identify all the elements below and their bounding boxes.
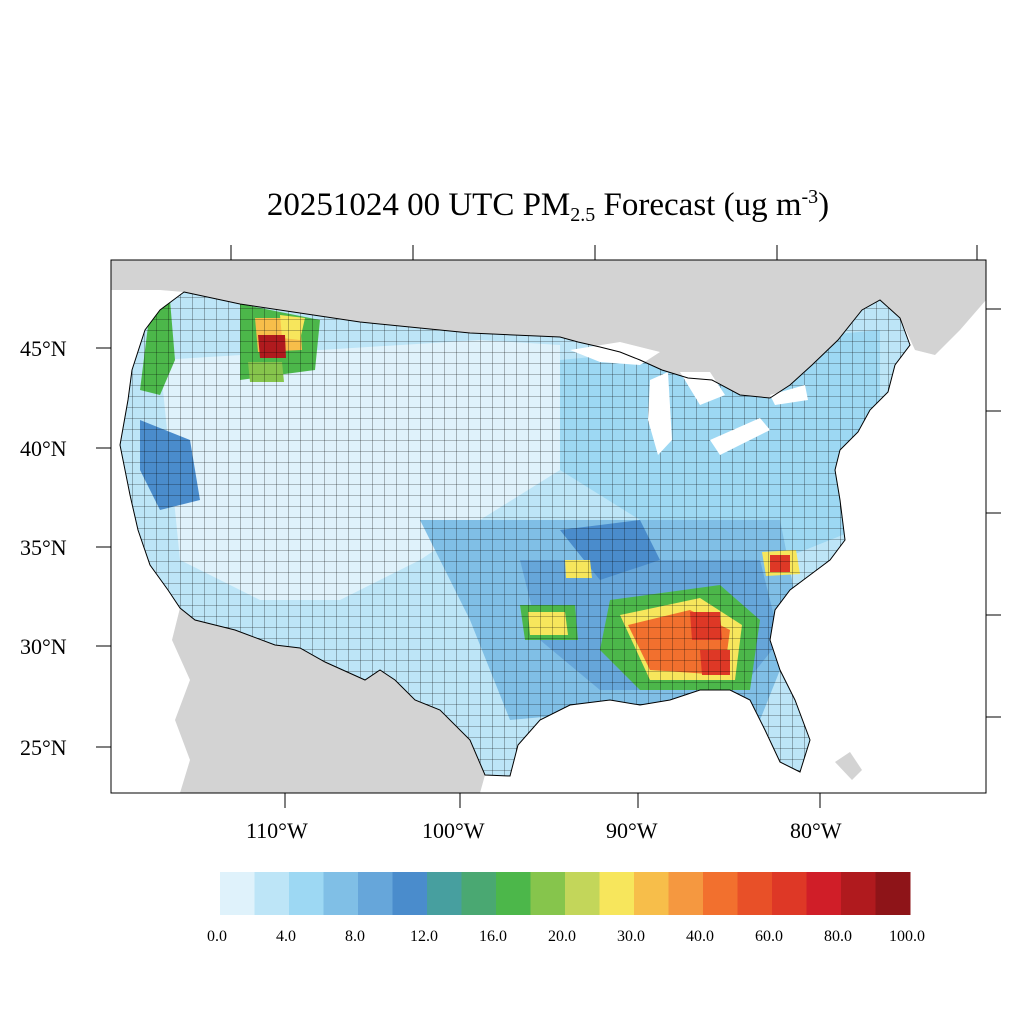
colorbar-swatch <box>703 872 738 915</box>
colorbar-swatch <box>806 872 842 915</box>
canada-landmass <box>111 260 986 398</box>
lon-label-90w: 90°W <box>606 818 658 843</box>
colorbar-tick-label: 4.0 <box>276 928 296 945</box>
colorbar-swatch <box>461 872 497 915</box>
lon-label-80w: 80°W <box>790 818 842 843</box>
lat-label-35: 35°N <box>20 535 67 560</box>
lat-label-40: 40°N <box>20 436 67 461</box>
colorbar-tick-label: 8.0 <box>345 928 365 945</box>
colorbar-tick-label: 100.0 <box>889 928 925 945</box>
cuba-landmass <box>835 752 862 780</box>
colorbar-swatch <box>496 872 531 915</box>
colorbar <box>220 872 911 915</box>
colorbar-swatch <box>875 872 911 915</box>
colorbar-swatch <box>254 872 290 915</box>
colorbar-swatch <box>427 872 462 915</box>
colorbar-swatch <box>530 872 566 915</box>
colorbar-swatch <box>668 872 704 915</box>
lat-label-25: 25°N <box>20 735 67 760</box>
lon-label-100w: 100°W <box>422 818 485 843</box>
colorbar-tick-label: 30.0 <box>617 928 645 945</box>
colorbar-tick-label: 40.0 <box>686 928 714 945</box>
great-lakes <box>570 342 808 455</box>
axis-ticks <box>96 245 1001 808</box>
colorbar-swatch <box>565 872 600 915</box>
colorbar-swatch <box>772 872 807 915</box>
colorbar-swatch <box>841 872 876 915</box>
colorbar-tick-label: 20.0 <box>548 928 576 945</box>
colorbar-swatch <box>737 872 773 915</box>
colorbar-tick-label: 16.0 <box>479 928 507 945</box>
colorbar-swatch <box>289 872 324 915</box>
colorbar-swatch <box>323 872 359 915</box>
colorbar-tick-label: 80.0 <box>824 928 852 945</box>
mexico-landmass <box>172 608 485 793</box>
colorbar-swatch <box>220 872 255 915</box>
colorbar-tick-label: 60.0 <box>755 928 783 945</box>
lat-label-45: 45°N <box>20 336 67 361</box>
colorbar-swatch <box>358 872 393 915</box>
colorbar-swatch <box>634 872 669 915</box>
colorbar-tick-label: 12.0 <box>410 928 438 945</box>
map-title: 20251024 00 UTC PM2.5 Forecast (ug m-3) <box>266 186 830 226</box>
colorbar-tick-label: 0.0 <box>207 928 227 945</box>
colorbar-swatch <box>392 872 428 915</box>
lon-label-110w: 110°W <box>246 818 308 843</box>
colorbar-swatch <box>599 872 635 915</box>
map-frame <box>110 259 987 794</box>
lat-label-30: 30°N <box>20 634 67 659</box>
map-frame-content <box>111 260 986 793</box>
